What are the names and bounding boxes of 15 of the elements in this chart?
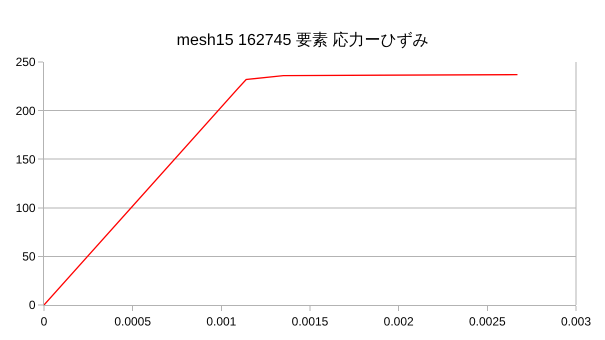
chart-title: mesh15 162745 要素 応力ーひずみ	[176, 31, 428, 50]
x-tick-label: 0.003	[560, 314, 592, 328]
x-tick-label: 0.0025	[468, 314, 506, 328]
x-tick-label: 0.001	[206, 314, 237, 328]
y-tick-label: 150	[16, 152, 36, 166]
y-tick-label: 50	[22, 250, 36, 264]
x-tick-label: 0	[40, 314, 48, 328]
x-tick-label: 0.0015	[292, 314, 329, 328]
y-tick-label: 200	[16, 104, 36, 118]
x-tick-label: 0.002	[384, 314, 414, 328]
line-series	[44, 74, 518, 305]
y-tick-label: 250	[16, 55, 36, 70]
y-tick-label: 0	[28, 298, 36, 312]
y-tick-label: 100	[16, 201, 36, 215]
x-tick-label: 0.0005	[114, 314, 152, 328]
